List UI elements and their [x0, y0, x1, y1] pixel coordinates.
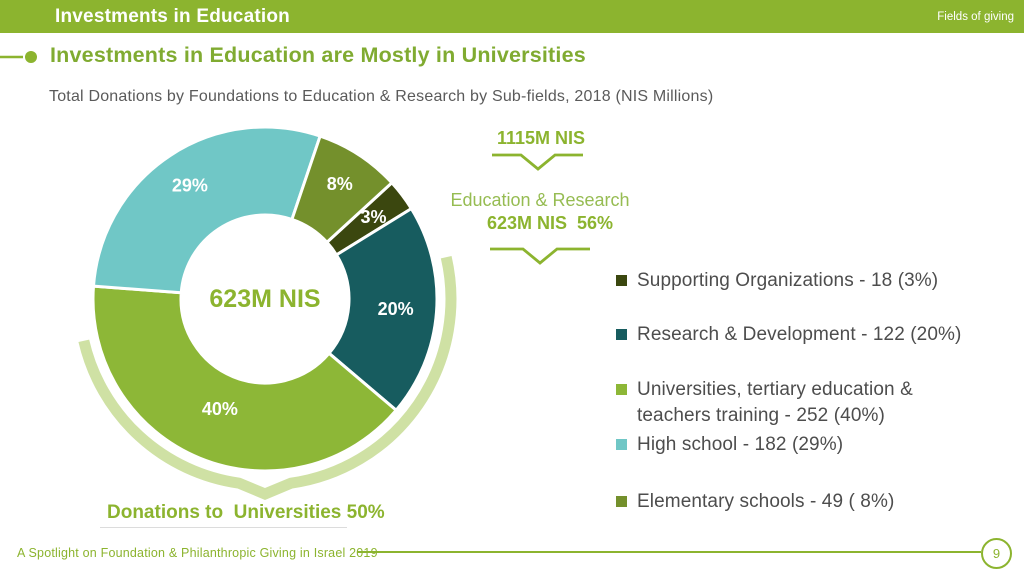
page-number: 9: [992, 546, 1001, 561]
donut-slice-2: [91, 284, 398, 473]
legend-item-supporting-organizations: Supporting Organizations - 18 (3%): [616, 268, 938, 294]
donut-slice-4: [290, 134, 394, 244]
header-title: Investments in Education: [55, 5, 290, 27]
total-label: 1115M NIS: [496, 128, 586, 148]
slice-percent-label: 40%: [202, 399, 238, 419]
title-bullet-dot: [25, 51, 37, 63]
page-title: Investments in Education are Mostly in U…: [50, 43, 586, 67]
legend-item-elementary-schools: Elementary schools - 49 ( 8%): [616, 489, 894, 515]
subtotal-title: Education & Research: [450, 190, 630, 210]
footer-caption: A Spotlight on Foundation & Philanthropi…: [17, 546, 378, 560]
legend-swatch: [616, 496, 627, 507]
subtotal-brace-chevron: [490, 247, 590, 265]
subtotal-value: 623M NIS 56%: [486, 213, 614, 233]
legend-label: Universities, tertiary education & teach…: [637, 379, 913, 426]
donut-center-label: 623M NIS: [209, 285, 320, 313]
legend-swatch: [616, 329, 627, 340]
page-number-badge: 9: [981, 538, 1012, 569]
donut-chart: 3% 20% 40% 29% 8%: [91, 125, 439, 473]
callout-underline: [100, 527, 347, 528]
chart-title: Total Donations by Foundations to Educat…: [49, 88, 714, 105]
legend-label: Research & Development - 122 (20%): [637, 324, 962, 345]
title-bullet-decoration: [0, 51, 37, 63]
total-brace-chevron: [492, 153, 583, 171]
legend-swatch: [616, 439, 627, 450]
slice-percent-label: 20%: [378, 299, 414, 319]
legend-label: High school - 182 (29%): [637, 434, 844, 455]
donut-slice-1: [327, 207, 439, 412]
legend-swatch: [616, 384, 627, 395]
slice-percent-label: 29%: [172, 176, 208, 196]
legend-item-universities: Universities, tertiary education & teach…: [616, 377, 969, 429]
legend-swatch: [616, 275, 627, 286]
legend-label: Supporting Organizations - 18 (3%): [637, 270, 939, 291]
header-bar: Investments in Education Fields of givin…: [0, 0, 1024, 33]
universities-callout: Donations to Universities 50%: [107, 502, 385, 523]
footer-divider-line: [357, 551, 981, 553]
legend-item-research-development: Research & Development - 122 (20%): [616, 322, 961, 348]
donut-slice-3: [91, 125, 322, 295]
slice-percent-label: 8%: [327, 174, 353, 194]
slice-percent-label: 3%: [360, 207, 386, 227]
legend-label: Elementary schools - 49 ( 8%): [637, 491, 895, 512]
universities-brace-arc: [78, 255, 457, 500]
header-corner-label: Fields of giving: [937, 10, 1014, 23]
legend-item-high-school: High school - 182 (29%): [616, 432, 843, 458]
